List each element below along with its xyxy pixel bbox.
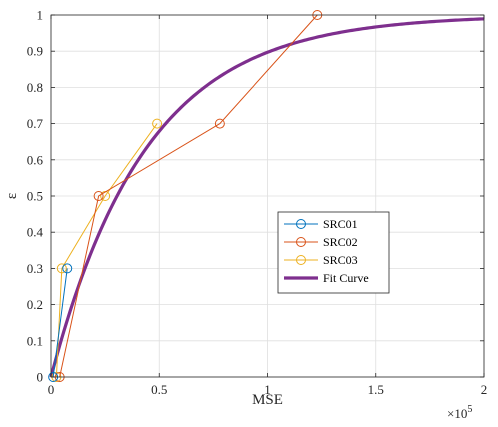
x-axis-exponent-power: 5 bbox=[467, 404, 472, 415]
data-point-src03 bbox=[56, 263, 67, 274]
legend-label-src02: SRC02 bbox=[323, 235, 358, 249]
x-axis-label: MSE bbox=[252, 392, 283, 408]
x-tick-label: 2 bbox=[481, 382, 488, 397]
y-tick-label: 0.5 bbox=[27, 189, 43, 204]
series-line-src01 bbox=[52, 268, 68, 378]
tick-labels: 0 0.5 1 1.5 2 0 0.1 0.2 0.3 0.4 0.5 0.6 0.7 0.8 0.9 1 bbox=[27, 8, 488, 398]
legend-label-src01: SRC01 bbox=[323, 217, 358, 231]
x-tick-label: 1.5 bbox=[368, 382, 384, 397]
y-tick-label: 0.9 bbox=[27, 44, 43, 59]
legend-marker-src01 bbox=[296, 219, 306, 229]
y-tick-label: 0.3 bbox=[27, 261, 43, 276]
x-axis-exponent-base: ×10 bbox=[447, 406, 467, 421]
y-axis-label: ε bbox=[4, 193, 20, 199]
x-axis-exponent: ×105 bbox=[447, 404, 472, 421]
legend-label-fit-curve: Fit Curve bbox=[323, 271, 369, 285]
plot-area bbox=[48, 10, 485, 382]
x-tick-label: 1 bbox=[264, 382, 271, 397]
data-point-src03 bbox=[152, 118, 163, 129]
legend-label-src03: SRC03 bbox=[323, 253, 358, 267]
y-tick-label: 0.4 bbox=[27, 225, 44, 240]
y-tick-label: 0.1 bbox=[27, 333, 43, 348]
series-line-fit-curve bbox=[49, 17, 485, 378]
data-point-src03 bbox=[100, 191, 111, 201]
data-point-src02 bbox=[214, 118, 225, 129]
legend-marker-src03 bbox=[296, 255, 306, 265]
legend: SRC01 SRC02 SRC03 Fit Curve bbox=[277, 211, 390, 294]
y-tick-label: 0.2 bbox=[27, 297, 43, 312]
series-line-src02 bbox=[59, 14, 318, 378]
y-tick-label: 0.6 bbox=[27, 152, 44, 167]
y-tick-label: 0.7 bbox=[27, 116, 44, 131]
y-tick-label: 0.8 bbox=[27, 80, 43, 95]
series-line-src03 bbox=[55, 123, 158, 378]
y-tick-label: 0 bbox=[37, 370, 44, 385]
x-tick-label: 0.5 bbox=[151, 382, 167, 397]
ticks bbox=[50, 14, 485, 378]
y-tick-label: 1 bbox=[37, 8, 44, 23]
x-tick-label: 0 bbox=[48, 382, 55, 397]
legend-marker-src02 bbox=[296, 237, 306, 247]
data-point-src01 bbox=[62, 263, 73, 274]
data-point-src02 bbox=[93, 191, 104, 201]
